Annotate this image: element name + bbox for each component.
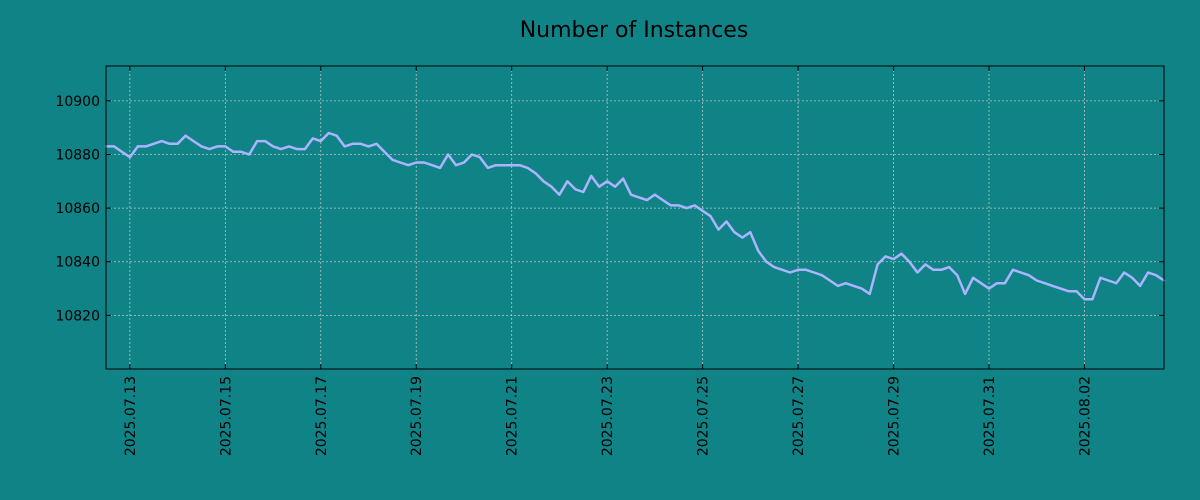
tick-labels: 2025.07.13 2025.07.15 2025.07.17 2025.07.19… xyxy=(55,94,1093,456)
x-tick-label: 2025.07.31 xyxy=(982,376,998,456)
chart-title: Number of Instances xyxy=(520,18,749,43)
x-tick-label: 2025.07.29 xyxy=(887,376,903,456)
y-tick-label: 10820 xyxy=(55,308,100,324)
series-group xyxy=(104,131,1166,301)
y-tick-label: 10840 xyxy=(55,255,100,271)
x-tick-label: 2025.07.15 xyxy=(218,376,234,456)
x-tick-label: 2025.07.27 xyxy=(791,376,807,456)
plot-frame xyxy=(105,65,1165,370)
y-tick-label: 10900 xyxy=(55,94,100,110)
axis-ticks xyxy=(106,66,1164,369)
y-tick-label: 10880 xyxy=(55,147,100,163)
x-tick-label: 2025.07.23 xyxy=(600,376,616,456)
series-line xyxy=(104,131,1166,301)
x-tick-label: 2025.07.25 xyxy=(696,376,712,456)
y-tick-label: 10860 xyxy=(55,201,100,217)
x-tick-label: 2025.07.21 xyxy=(505,376,521,456)
x-tick-label: 2025.07.13 xyxy=(123,376,139,456)
grid-lines xyxy=(106,66,1164,369)
x-tick-label: 2025.08.02 xyxy=(1077,376,1093,456)
x-tick-label: 2025.07.17 xyxy=(314,376,330,456)
x-tick-label: 2025.07.19 xyxy=(409,376,425,456)
